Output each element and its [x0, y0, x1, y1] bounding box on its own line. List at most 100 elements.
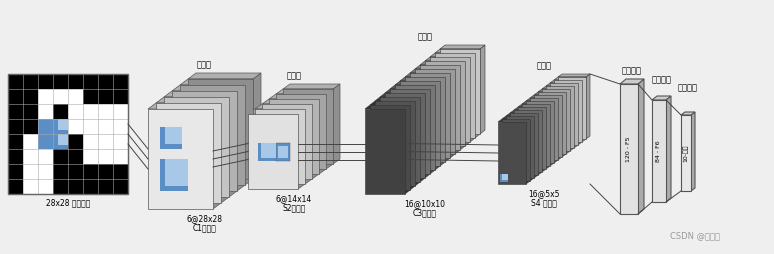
Bar: [542, 89, 570, 151]
Bar: [53, 134, 68, 149]
Polygon shape: [530, 95, 562, 98]
Bar: [164, 97, 229, 197]
Text: 10-输出: 10-输出: [683, 144, 689, 162]
Bar: [38, 119, 53, 134]
Bar: [262, 104, 312, 179]
Text: 16@10x10: 16@10x10: [405, 199, 446, 208]
Bar: [558, 77, 586, 139]
Bar: [522, 104, 550, 166]
Polygon shape: [542, 107, 546, 172]
Polygon shape: [298, 109, 305, 189]
Bar: [180, 85, 245, 185]
Polygon shape: [253, 73, 261, 179]
Polygon shape: [558, 74, 590, 77]
Bar: [68, 179, 83, 194]
Polygon shape: [213, 103, 221, 209]
Polygon shape: [172, 85, 245, 91]
Bar: [8, 74, 23, 89]
Bar: [405, 77, 445, 162]
Polygon shape: [365, 105, 410, 109]
Polygon shape: [305, 104, 312, 184]
Bar: [148, 109, 213, 209]
Bar: [53, 119, 68, 134]
Polygon shape: [534, 92, 566, 95]
Bar: [23, 89, 38, 104]
Bar: [68, 134, 83, 149]
Polygon shape: [530, 116, 534, 181]
Bar: [98, 164, 113, 179]
Bar: [375, 101, 415, 186]
Polygon shape: [370, 101, 415, 105]
Bar: [278, 146, 288, 158]
Bar: [518, 107, 546, 169]
Polygon shape: [498, 119, 530, 122]
Bar: [23, 104, 38, 119]
Polygon shape: [691, 112, 695, 191]
Bar: [534, 95, 562, 157]
Polygon shape: [283, 84, 340, 89]
Bar: [255, 109, 305, 184]
Polygon shape: [410, 101, 415, 190]
Polygon shape: [400, 77, 445, 81]
Bar: [269, 99, 319, 174]
Polygon shape: [326, 89, 333, 169]
Text: 汇聚层: 汇聚层: [286, 71, 302, 80]
Polygon shape: [221, 97, 229, 203]
Polygon shape: [405, 105, 410, 194]
Polygon shape: [440, 45, 485, 49]
Bar: [8, 179, 23, 194]
Text: 28x28 输入图片: 28x28 输入图片: [46, 198, 91, 207]
Bar: [390, 89, 430, 174]
Bar: [23, 74, 38, 89]
Text: 16@5x5: 16@5x5: [528, 189, 560, 198]
Polygon shape: [638, 79, 644, 214]
Bar: [8, 164, 23, 179]
Bar: [385, 93, 425, 178]
Polygon shape: [248, 109, 305, 114]
Polygon shape: [410, 69, 455, 73]
Polygon shape: [245, 79, 253, 185]
Polygon shape: [425, 57, 470, 61]
Polygon shape: [550, 80, 582, 83]
Bar: [395, 85, 435, 170]
Bar: [425, 61, 465, 146]
Bar: [365, 109, 405, 194]
Polygon shape: [269, 94, 326, 99]
Bar: [165, 127, 182, 144]
Polygon shape: [229, 91, 237, 197]
Polygon shape: [526, 98, 558, 101]
Polygon shape: [518, 104, 550, 107]
Text: 84 - F6: 84 - F6: [656, 140, 662, 162]
Bar: [276, 143, 290, 161]
Bar: [410, 73, 450, 158]
Polygon shape: [450, 69, 455, 158]
Text: 120 - F5: 120 - F5: [626, 136, 632, 162]
Polygon shape: [480, 45, 485, 134]
Bar: [8, 119, 23, 134]
Bar: [165, 159, 188, 186]
Text: 汇聚层: 汇聚层: [536, 61, 552, 70]
Bar: [514, 110, 542, 172]
Bar: [8, 74, 128, 194]
Polygon shape: [262, 99, 319, 104]
Polygon shape: [319, 94, 326, 174]
Bar: [8, 89, 23, 104]
Bar: [530, 98, 558, 160]
Bar: [8, 134, 23, 149]
Polygon shape: [255, 104, 312, 109]
Polygon shape: [164, 91, 237, 97]
Bar: [8, 74, 128, 194]
Bar: [188, 79, 253, 179]
Polygon shape: [546, 104, 550, 169]
Bar: [681, 115, 691, 191]
Text: C1特征图: C1特征图: [193, 223, 217, 232]
Text: 全连接层: 全连接层: [678, 83, 698, 92]
Bar: [546, 86, 574, 148]
Polygon shape: [470, 53, 475, 142]
Polygon shape: [526, 119, 530, 184]
Bar: [98, 74, 113, 89]
Polygon shape: [420, 61, 465, 65]
Bar: [258, 143, 276, 161]
Bar: [506, 116, 534, 178]
Polygon shape: [652, 96, 671, 100]
